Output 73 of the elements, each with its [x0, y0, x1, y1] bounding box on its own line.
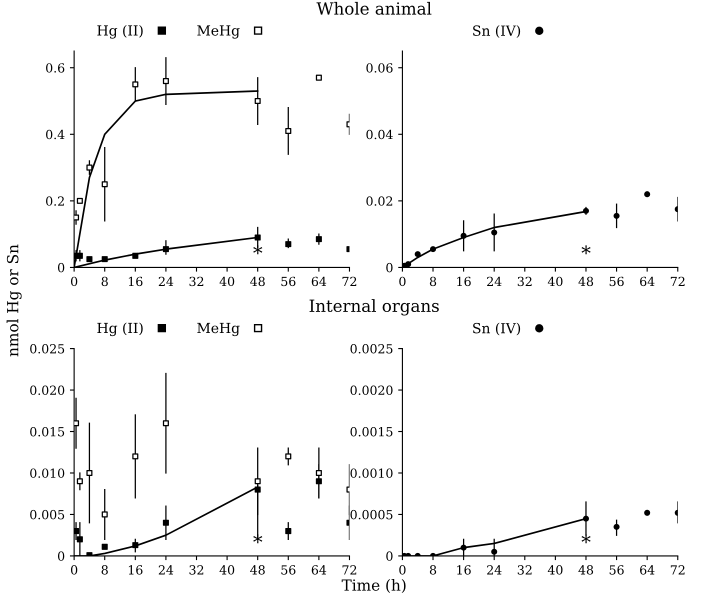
- x-tick-label: 40: [220, 276, 234, 286]
- x-tick-label: 24: [487, 565, 502, 574]
- y-tick-label: 0.6: [46, 63, 64, 73]
- x-tick-label: 48: [578, 565, 594, 575]
- annotation: *: [582, 245, 591, 254]
- x-tick-label: 0: [70, 276, 78, 286]
- x-tick-label: 64: [640, 276, 654, 286]
- x-tick-label: 24: [158, 276, 174, 286]
- x-tick-label: 72: [670, 565, 684, 574]
- y-axis-title: nmol Hg or Sn: [6, 244, 22, 356]
- legend-label: Hg (II): [97, 322, 143, 336]
- y-tick-label: 0.0020: [350, 386, 393, 395]
- x-tick-label: 56: [610, 276, 624, 286]
- y-tick-label: 0.2: [46, 196, 64, 206]
- x-tick-label: 0: [70, 565, 78, 575]
- chart-title: Whole animal: [316, 2, 432, 15]
- y-tick-label: 0.0015: [350, 426, 392, 436]
- x-tick-label: 72: [670, 276, 684, 286]
- legend-label: Sn (IV): [473, 322, 520, 336]
- x-tick-label: 72: [342, 276, 356, 286]
- y-tick-label: 0: [58, 551, 64, 561]
- y-tick-label: 0.4: [46, 130, 64, 140]
- y-tick-label: 0.0005: [350, 510, 392, 520]
- legend-label: MeHg: [197, 25, 240, 39]
- x-tick-label: 56: [610, 565, 624, 575]
- x-tick-label: 32: [518, 565, 532, 575]
- y-tick-label: 0: [58, 262, 64, 272]
- annotation: *: [582, 534, 591, 544]
- legend-label: MeHg: [197, 322, 240, 336]
- x-tick-label: 40: [548, 565, 563, 575]
- x-tick-label: 8: [430, 276, 436, 286]
- x-tick-label: 48: [578, 276, 594, 286]
- y-tick-label: 0.010: [30, 468, 64, 478]
- x-tick-label: 0: [399, 565, 406, 575]
- legend-label: Hg (II): [97, 24, 143, 39]
- x-tick-label: 48: [250, 565, 265, 575]
- x-tick-label: 24: [158, 565, 174, 574]
- legend-label: Sn (IV): [473, 25, 520, 38]
- x-tick-label: 32: [190, 565, 204, 575]
- y-tick-label: 0.04: [366, 130, 393, 140]
- x-tick-label: 16: [128, 276, 142, 286]
- x-tick-label: 64: [312, 565, 326, 575]
- y-tick-label: 0.005: [30, 510, 64, 520]
- y-tick-label: 0: [386, 262, 393, 272]
- x-tick-label: 16: [128, 565, 142, 575]
- x-tick-label: 32: [518, 276, 532, 286]
- x-tick-label: 24: [487, 276, 502, 286]
- y-tick-label: 0: [386, 551, 393, 561]
- x-tick-label: 8: [102, 565, 108, 575]
- x-tick-label: 72: [342, 565, 356, 574]
- x-tick-label: 0: [399, 276, 406, 286]
- chart-title: Internal organs: [310, 299, 439, 316]
- x-tick-label: 64: [312, 276, 326, 286]
- x-tick-label: 40: [220, 565, 234, 575]
- y-tick-label: 0.06: [366, 63, 393, 73]
- x-tick-label: 56: [281, 565, 296, 575]
- x-tick-label: 16: [457, 565, 471, 575]
- y-tick-label: 0.015: [30, 426, 64, 436]
- x-tick-label: 64: [640, 565, 654, 575]
- annotation: *: [253, 245, 262, 254]
- y-tick-label: 0.02: [366, 196, 392, 206]
- x-axis-title: Time (h): [342, 579, 406, 593]
- x-tick-label: 8: [430, 565, 436, 575]
- x-tick-label: 16: [457, 276, 471, 286]
- y-tick-label: 0.0025: [350, 344, 392, 354]
- y-tick-label: 0.0010: [350, 468, 393, 478]
- x-tick-label: 56: [281, 276, 296, 286]
- y-tick-label: 0.020: [30, 386, 64, 395]
- x-tick-label: 32: [190, 276, 204, 286]
- y-tick-label: 0.025: [30, 344, 64, 354]
- x-tick-label: 8: [102, 276, 108, 286]
- x-tick-label: 48: [250, 276, 265, 286]
- x-tick-label: 40: [548, 276, 563, 286]
